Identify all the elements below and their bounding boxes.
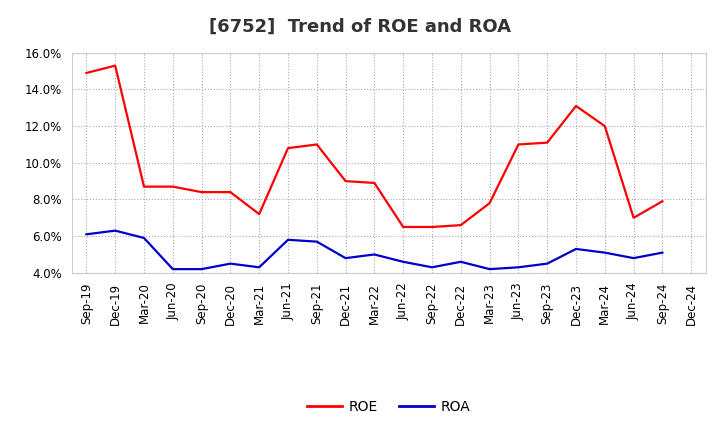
Text: [6752]  Trend of ROE and ROA: [6752] Trend of ROE and ROA xyxy=(209,18,511,36)
Legend: ROE, ROA: ROE, ROA xyxy=(302,394,476,419)
